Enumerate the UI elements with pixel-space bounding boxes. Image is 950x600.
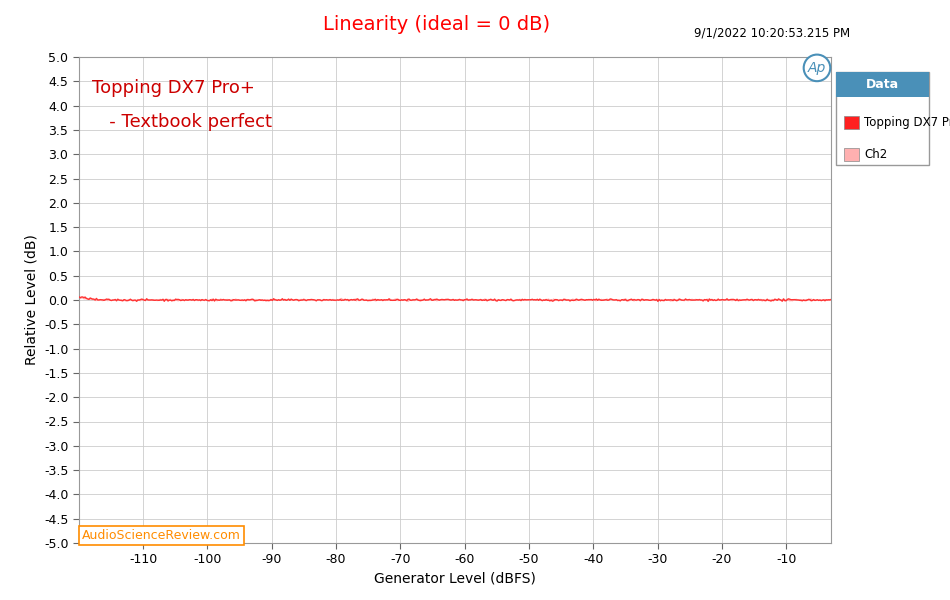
Text: AudioScienceReview.com: AudioScienceReview.com (82, 529, 241, 542)
Text: 9/1/2022 10:20:53.215 PM: 9/1/2022 10:20:53.215 PM (694, 27, 850, 40)
Text: - Textbook perfect: - Textbook perfect (92, 113, 272, 131)
Text: Linearity (ideal = 0 dB): Linearity (ideal = 0 dB) (323, 15, 551, 34)
Text: Data: Data (866, 78, 899, 91)
Y-axis label: Relative Level (dB): Relative Level (dB) (25, 235, 38, 365)
X-axis label: Generator Level (dBFS): Generator Level (dBFS) (374, 572, 536, 586)
Text: Topping DX7 Pro+: Topping DX7 Pro+ (92, 79, 255, 97)
Text: Ch2: Ch2 (864, 148, 887, 161)
Text: Topping DX7 Pro+: Topping DX7 Pro+ (864, 116, 950, 129)
Text: Ap: Ap (808, 61, 826, 75)
